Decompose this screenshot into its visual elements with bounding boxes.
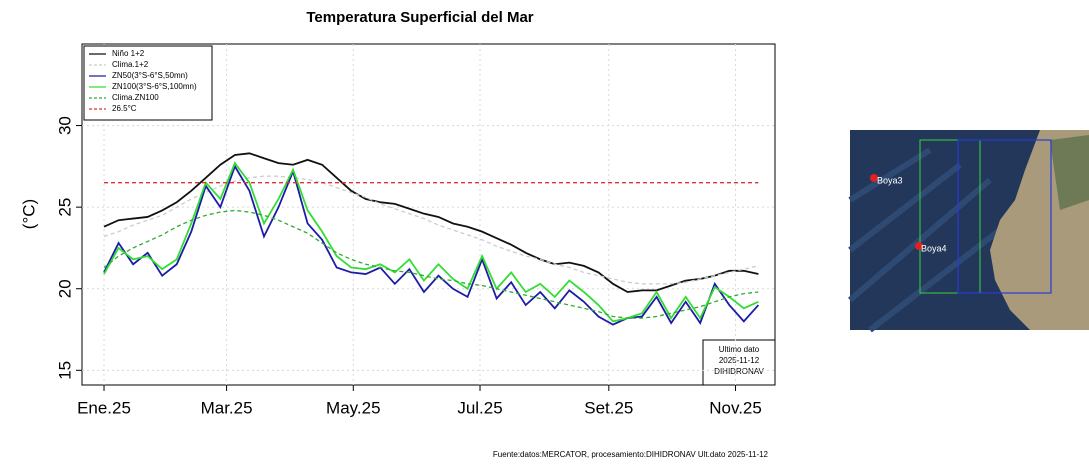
y-tick-label: 15	[55, 361, 74, 380]
map-relief	[848, 147, 1002, 333]
legend-label: Niño 1+2	[112, 49, 145, 58]
legend-label: 26.5°C	[112, 104, 137, 113]
legend-label: Clima.1+2	[112, 60, 149, 69]
map-zone-50	[957, 139, 1052, 294]
series-line	[103, 164, 760, 326]
annotation-box	[702, 339, 776, 386]
plot-frame	[81, 43, 776, 386]
series-line	[103, 152, 759, 293]
x-tick-label: Nov.25	[709, 398, 762, 417]
x-tick-label: Set.25	[584, 398, 633, 417]
buoy-label: Boya4	[921, 243, 947, 253]
legend-box	[83, 45, 213, 121]
series-line	[103, 175, 759, 285]
chart-title: Temperatura Superficial del Mar	[306, 9, 533, 26]
x-tick-label: Jul.25	[457, 398, 502, 417]
y-tick-label: 25	[55, 198, 74, 217]
buoy-marker	[870, 174, 878, 182]
x-tick-label: May.25	[326, 398, 381, 417]
annotation: 2025-11-12	[719, 356, 760, 365]
map-land-green	[1050, 135, 1089, 210]
y-axis-label: (°C)	[19, 199, 38, 229]
y-tick-label: 20	[55, 279, 74, 298]
annotation: DIHIDRONAV	[714, 367, 764, 376]
legend-label: ZN50(3°S-6°S,50mn)	[112, 71, 188, 80]
map: Boya3 Boya4	[848, 130, 1089, 333]
buoy-label: Boya3	[877, 175, 903, 185]
x-tick-label: Mar.25	[201, 398, 253, 417]
annotation: Ultimo dato	[719, 345, 760, 354]
x-tick-label: Ene.25	[77, 398, 131, 417]
map-zone-100	[919, 139, 981, 294]
legend-label: Clima.ZN100	[112, 93, 159, 102]
y-tick-label: 30	[55, 116, 74, 135]
source-note: Fuente:datos:MERCATOR, procesamiento:DIH…	[493, 450, 769, 459]
series-line	[103, 209, 759, 319]
legend-label: ZN100(3°S-6°S,100mn)	[112, 82, 197, 91]
buoy-marker	[915, 242, 923, 250]
series-line	[103, 161, 759, 323]
